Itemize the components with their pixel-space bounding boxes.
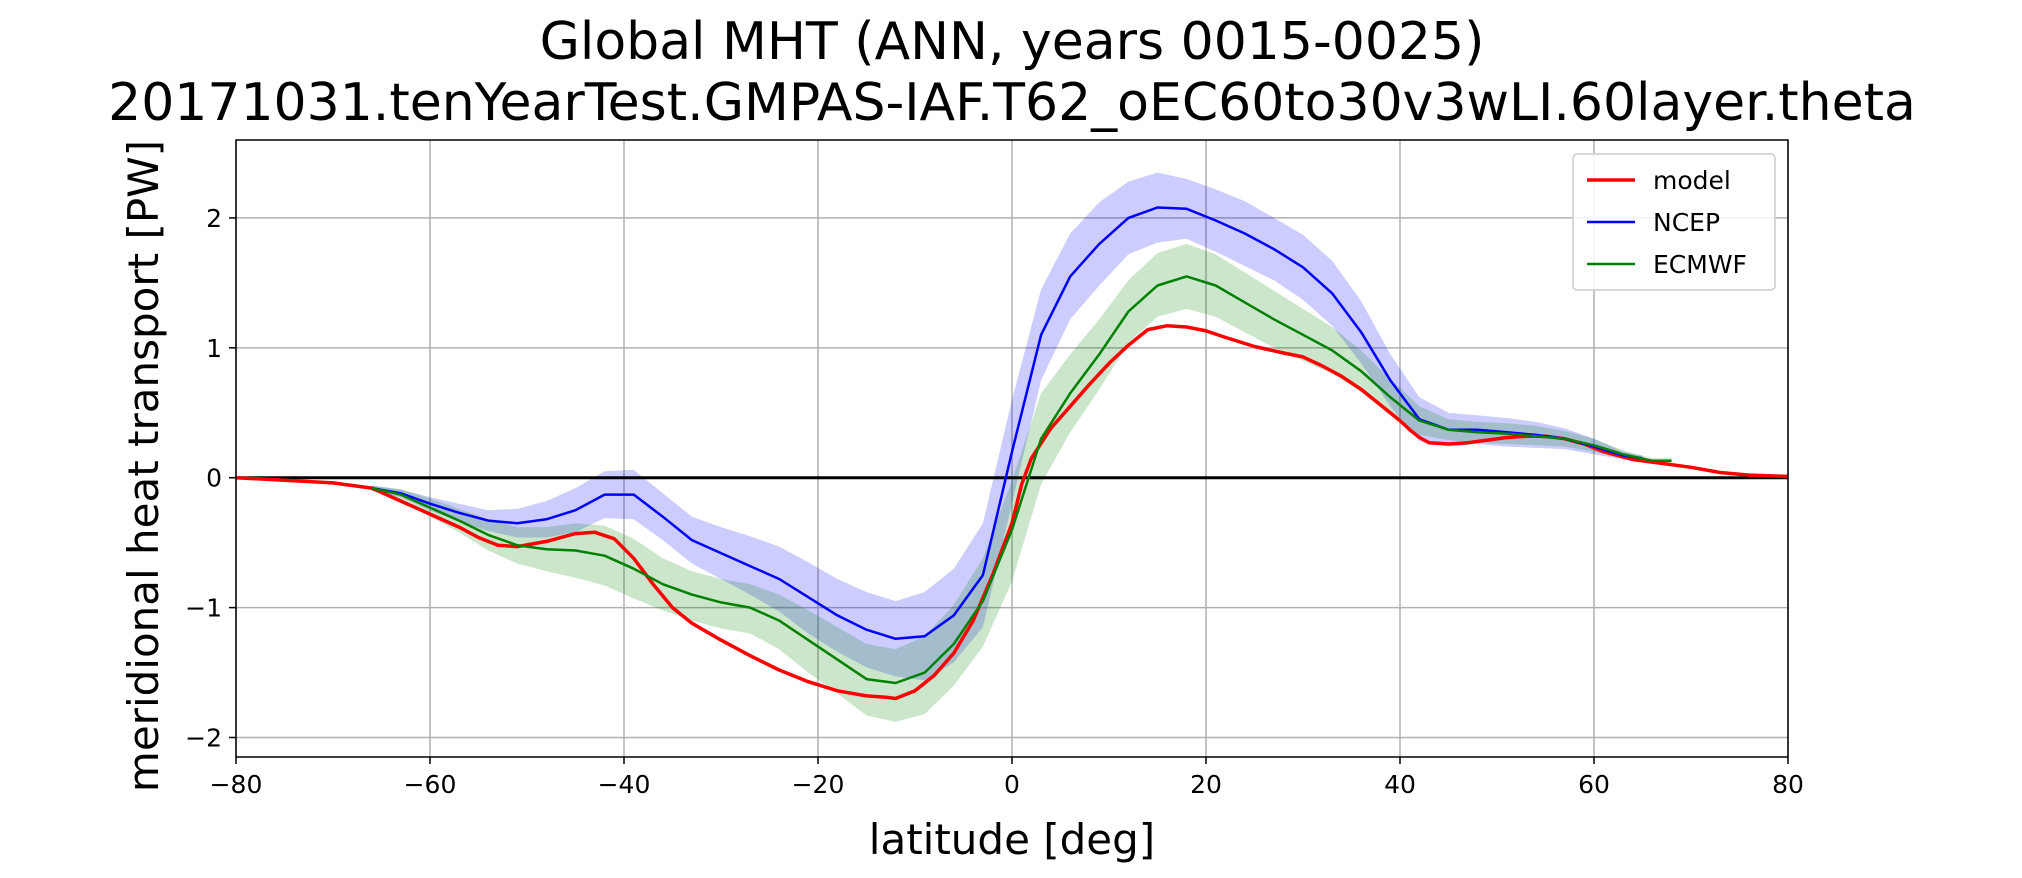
x-axis-label: latitude [deg] (869, 815, 1155, 864)
x-axis-ticks: −80 −60 −40 −20 0 20 40 60 80 (210, 757, 1804, 799)
legend: model NCEP ECMWF (1572, 153, 1776, 291)
series-line-ecmwf (371, 275, 1672, 685)
x-tick-label: −40 (598, 770, 651, 799)
series-lines (235, 206, 1789, 701)
y-axis-ticks: −2 −1 0 1 2 (185, 204, 236, 753)
x-tick-label: 60 (1578, 770, 1610, 799)
x-tick-label: 80 (1772, 770, 1804, 799)
x-tick-label: −20 (792, 770, 845, 799)
y-tick-label: −2 (185, 724, 222, 753)
y-axis-label: meridional heat transport [PW] (119, 140, 168, 792)
uncertainty-bands (371, 172, 1672, 722)
x-tick-label: 40 (1384, 770, 1416, 799)
legend-label-ncep: NCEP (1653, 208, 1720, 237)
y-tick-label: 0 (206, 464, 222, 493)
legend-label-ecmwf: ECMWF (1653, 250, 1747, 279)
x-tick-label: −60 (404, 770, 457, 799)
y-tick-label: 1 (206, 334, 222, 363)
legend-box (1572, 153, 1776, 291)
chart-title-line-2: 20171031.tenYearTest.GMPAS-IAF.T62_oEC60… (108, 73, 1916, 133)
x-tick-label: 0 (1004, 770, 1020, 799)
band-ncep (371, 172, 1643, 681)
series-line-model (235, 323, 1789, 701)
x-tick-label: −80 (210, 770, 263, 799)
x-tick-label: 20 (1190, 770, 1222, 799)
chart-title-line-1: Global MHT (ANN, years 0015-0025) (540, 12, 1485, 72)
y-tick-label: 2 (206, 204, 222, 233)
y-tick-label: −1 (185, 594, 222, 623)
legend-label-model: model (1653, 166, 1731, 195)
